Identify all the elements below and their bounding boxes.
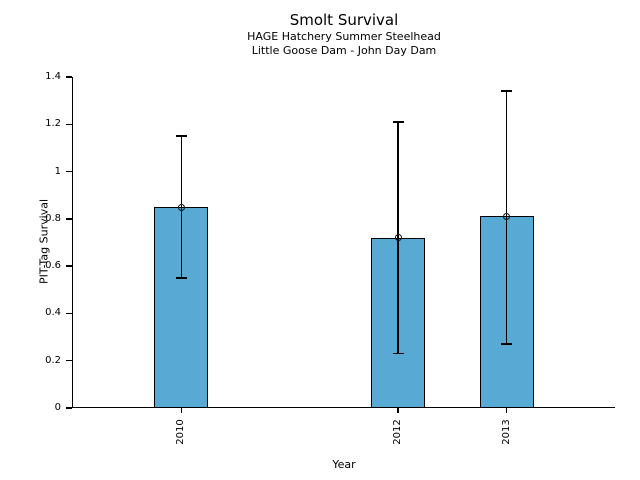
- y-tick-label: 0: [54, 402, 61, 413]
- x-axis-spine: [71, 406, 615, 408]
- x-axis-label: Year: [332, 458, 356, 471]
- error-bar-cap-top: [501, 90, 513, 92]
- y-tick: [65, 407, 72, 409]
- error-bar-cap-bottom: [175, 277, 187, 279]
- chart-subtitle-line1: HAGE Hatchery Summer Steelhead: [247, 29, 441, 43]
- x-tick-label: 2013: [500, 419, 512, 445]
- x-tick: [180, 408, 183, 413]
- error-bar-cap-bottom: [392, 352, 404, 355]
- y-tick: [65, 312, 72, 315]
- y-tick-label: 1: [54, 165, 61, 177]
- point-marker: [394, 234, 402, 242]
- error-bar-cap-top: [392, 121, 404, 123]
- point-marker: [503, 212, 511, 220]
- y-tick: [65, 123, 72, 126]
- y-tick: [65, 359, 72, 362]
- y-tick-label: 0.4: [45, 307, 61, 319]
- y-tick-label: 1.4: [45, 71, 61, 82]
- error-bar-cap-bottom: [501, 343, 513, 345]
- y-tick: [65, 170, 72, 173]
- y-tick: [65, 265, 72, 267]
- y-axis-spine: [71, 77, 73, 408]
- x-tick-label: 2012: [392, 419, 404, 445]
- y-tick-label: 0.2: [45, 354, 61, 366]
- y-tick: [65, 76, 72, 78]
- point-marker: [177, 203, 185, 211]
- chart-header: Smolt Survival HAGE Hatchery Summer Stee…: [73, 11, 615, 58]
- chart-subtitle-line2: Little Goose Dam - John Day Dam: [251, 44, 437, 58]
- x-tick-label: 2010: [175, 419, 187, 445]
- y-tick-label: 0.8: [45, 212, 61, 224]
- chart-title: Smolt Survival: [289, 11, 399, 29]
- y-tick-label: 0.6: [45, 260, 61, 272]
- x-tick: [397, 408, 399, 413]
- x-tick: [505, 408, 508, 413]
- y-tick-label: 1.2: [45, 118, 61, 130]
- y-tick: [65, 218, 72, 220]
- error-bar-cap-top: [175, 135, 187, 137]
